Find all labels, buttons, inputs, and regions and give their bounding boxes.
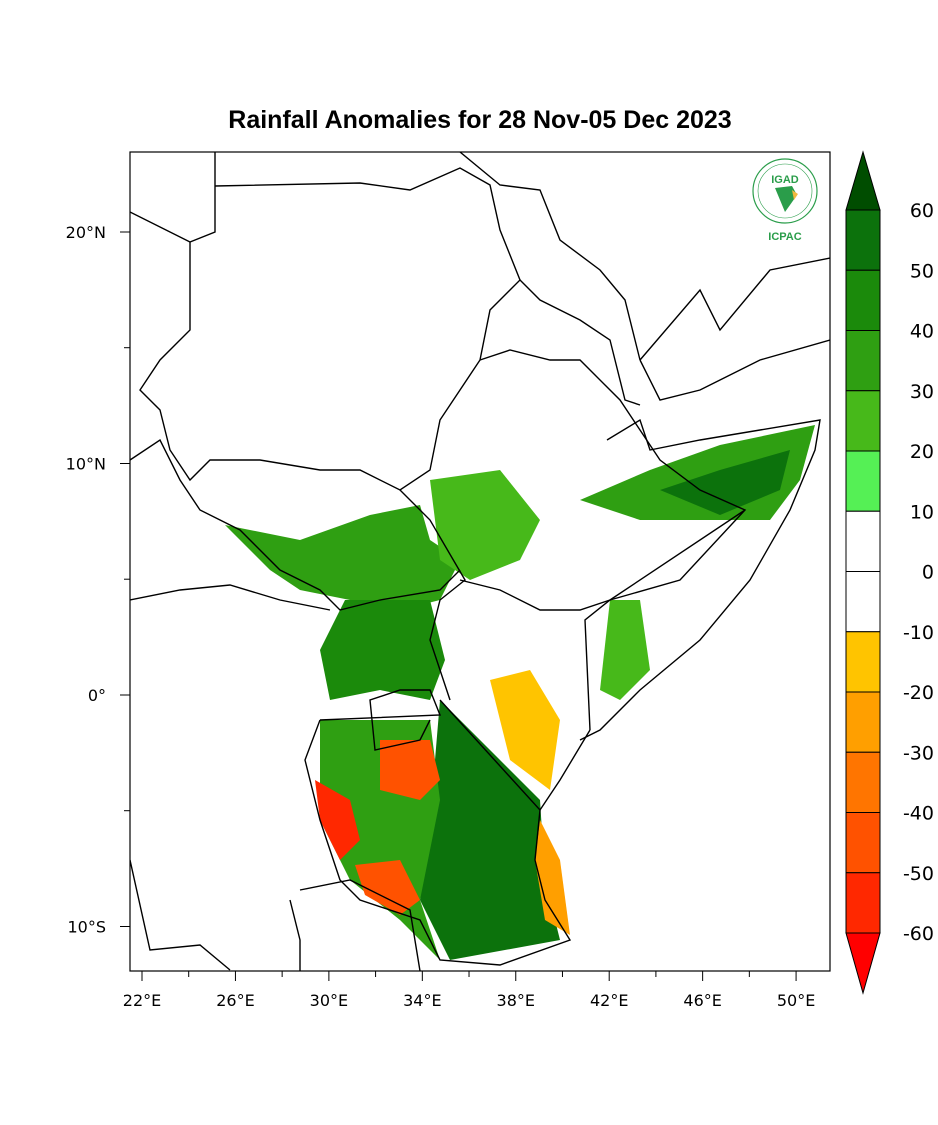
x-tick-label: 26°E: [216, 991, 254, 1010]
y-tick-label: 0°: [88, 686, 106, 705]
anomaly-green-ethiopia: [430, 470, 540, 580]
anomaly-orange-tanzania-nw: [380, 740, 440, 800]
x-tick-label: 30°E: [310, 991, 348, 1010]
x-tick-label: 22°E: [123, 991, 161, 1010]
colorbar-label: -60: [903, 923, 934, 945]
colorbar-label: 40: [910, 321, 934, 343]
anomaly-fields: [225, 425, 815, 960]
y-axis: 20°N 10°N 0° 10°S: [66, 223, 130, 937]
colorbar-label: 10: [910, 501, 934, 523]
colorbar-label: -50: [903, 863, 934, 885]
anomaly-orange-kenya: [490, 670, 560, 790]
colorbar-bin: [845, 571, 881, 633]
colorbar-label: -30: [903, 742, 934, 764]
map-area: IGAD ICPAC: [130, 152, 830, 971]
colorbar-bin: [845, 751, 881, 813]
map-frame: [129, 151, 831, 972]
anomaly-red-tanzania-sw: [355, 860, 420, 915]
country-boundaries: [130, 152, 830, 971]
y-tick-label: 10°N: [66, 455, 106, 474]
y-tick-label: 20°N: [66, 223, 106, 242]
x-tick-label: 50°E: [777, 991, 815, 1010]
colorbar-label: 30: [910, 381, 934, 403]
colorbar-bin: [845, 330, 881, 392]
colorbar-bin: [845, 510, 881, 572]
colorbar-label: -40: [903, 803, 934, 825]
colorbar-label: 0: [922, 562, 934, 584]
anomaly-darkgreen-somalia: [660, 450, 790, 515]
x-tick-label: 46°E: [683, 991, 721, 1010]
x-tick-label: 38°E: [497, 991, 535, 1010]
anomaly-orange-coast: [535, 820, 570, 935]
colorbar-bin: [845, 812, 881, 874]
svg-text:IGAD: IGAD: [771, 174, 799, 186]
map-title: Rainfall Anomalies for 28 Nov-05 Dec 202…: [228, 106, 732, 134]
anomaly-red-tanzania-west: [315, 780, 360, 860]
colorbar-label: 50: [910, 260, 934, 282]
colorbar-upper-arrow: [845, 150, 881, 211]
y-tick-label: 10°S: [67, 918, 106, 937]
anomaly-green-uganda: [320, 600, 445, 700]
anomaly-darkgreen-tanzania: [420, 700, 560, 960]
colorbar-bin: [845, 269, 881, 331]
colorbar-lower-arrow: [845, 932, 881, 995]
colorbar-bin: [845, 209, 881, 271]
colorbar-bin: [845, 390, 881, 452]
svg-text:ICPAC: ICPAC: [768, 231, 801, 243]
x-axis: 22°E 26°E 30°E 34°E 38°E 42°E 46°E 50°E: [123, 971, 815, 1010]
colorbar-bin: [845, 691, 881, 753]
colorbar-label: -20: [903, 682, 934, 704]
colorbar-bin: [845, 631, 881, 693]
igad-icpac-logo: IGAD ICPAC: [752, 158, 818, 243]
anomaly-green-somaliasouth: [600, 600, 650, 700]
colorbar-label: -10: [903, 622, 934, 644]
x-tick-label: 34°E: [403, 991, 441, 1010]
anomaly-green-southsudan: [225, 505, 460, 610]
colorbar: 60 50 40 30 20 10 0 -10 -20 -30 -40 -50 -60: [845, 150, 934, 995]
colorbar-label: 60: [910, 200, 934, 222]
colorbar-bin: [845, 872, 881, 934]
colorbar-label: 20: [910, 441, 934, 463]
x-tick-label: 42°E: [590, 991, 628, 1010]
colorbar-bin: [845, 450, 881, 512]
